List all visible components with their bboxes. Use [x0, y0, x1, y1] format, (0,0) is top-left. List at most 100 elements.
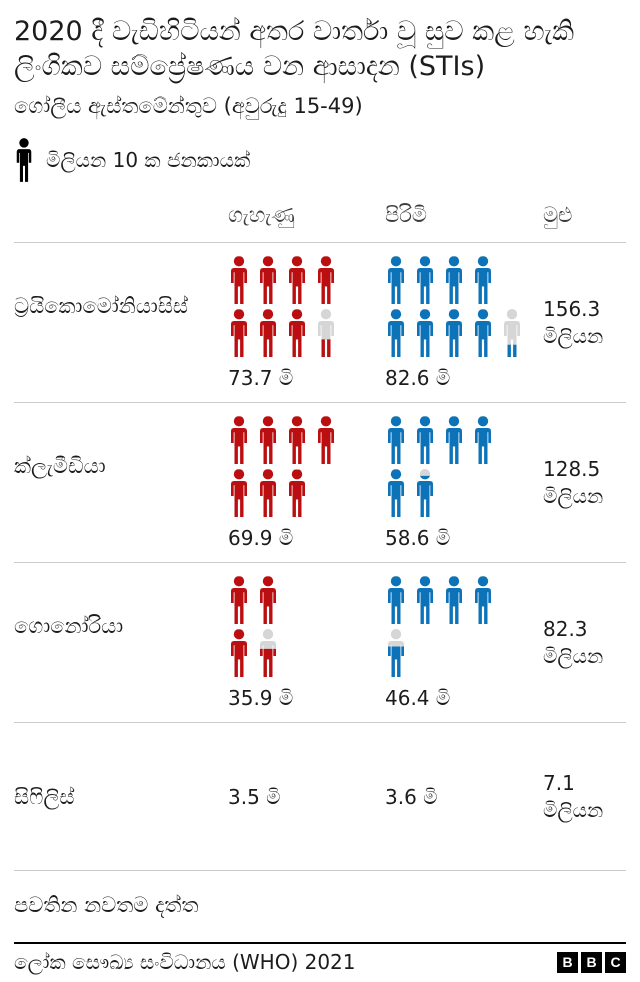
pictogram-icon-row — [228, 309, 385, 358]
pictogram-icon-row — [228, 576, 385, 624]
person-icon — [443, 256, 465, 304]
person-icon — [257, 576, 279, 624]
person-icon — [315, 309, 337, 358]
value-women: 3.5 මි — [228, 785, 281, 810]
value-men: 3.6 මි — [385, 785, 438, 810]
total-number: 82.3 — [543, 617, 588, 642]
row-label: සිෆිලිස් — [14, 784, 75, 809]
pictogram-icon-row — [385, 629, 543, 678]
person-icon — [443, 309, 465, 357]
table-row-trichomoniasis: ට්‍රයිකොමෝනියාසිස් 73.7 මි 82.6 මි 156.3… — [14, 243, 626, 404]
pictogram-icon-row — [228, 256, 385, 304]
person-icon — [228, 469, 250, 517]
pictogram-men — [385, 416, 543, 518]
bbc-logo-letter: B — [581, 951, 602, 973]
value-women: 69.9 මි — [228, 526, 294, 551]
person-icon — [228, 629, 250, 677]
person-icon — [472, 416, 494, 464]
pictogram-men — [385, 256, 543, 358]
row-label: ට්‍රයිකොමෝනියාසිස් — [14, 294, 189, 319]
legend: මිලියන 10 ක ජනකායක් — [14, 137, 626, 183]
source-attribution: ලෝක සෞඛ්‍ය සංවිධානය (WHO) 2021 — [14, 950, 356, 975]
total-number: 128.5 — [543, 457, 601, 482]
pictogram-icon-row — [385, 309, 543, 358]
value-total: 128.5 මිලියන — [543, 456, 626, 510]
person-icon — [472, 576, 494, 624]
person-icon — [414, 469, 436, 518]
person-icon — [385, 416, 407, 464]
legend-label: මිලියන 10 ක ජනකායක් — [46, 148, 251, 173]
total-unit: මිලියන — [543, 324, 604, 349]
person-icon — [414, 576, 436, 624]
pictogram-icon-row — [385, 256, 543, 304]
pictogram-icon-row — [385, 576, 543, 624]
total-unit: මිලියන — [543, 644, 604, 669]
table-header-row: ගැහැණු පිරිමි මුළු — [14, 203, 626, 244]
person-icon — [414, 256, 436, 304]
page-subtitle: ගෝලීය ඇස්තමේන්තුව (අවුරුදු 15-49) — [14, 94, 363, 119]
person-icon — [315, 416, 337, 464]
person-icon — [443, 416, 465, 464]
person-icon — [286, 309, 308, 357]
person-icon — [228, 416, 250, 464]
person-icon — [286, 469, 308, 518]
footer-bar: ලෝක සෞඛ්‍ය සංවිධානය (WHO) 2021 B B C — [14, 942, 626, 982]
person-icon — [228, 256, 250, 304]
row-label: ක්ලැමීඩියා — [14, 454, 106, 479]
person-icon — [257, 309, 279, 357]
total-number: 156.3 — [543, 297, 601, 322]
table-row-gonorrhoea: ගොනෝරියා 35.9 මි 46.4 මි 82.3 මිලියන — [14, 563, 626, 724]
pictogram-icon-row — [228, 629, 385, 678]
person-icon — [414, 309, 436, 357]
total-unit: මිලියන — [543, 798, 604, 823]
person-icon — [228, 576, 250, 624]
pictogram-icon-row — [228, 416, 385, 464]
person-icon — [228, 309, 250, 357]
table-row-syphilis: සිෆිලිස් 3.5 මි 3.6 මි 7.1 මිලියන — [14, 723, 626, 872]
value-men: 46.4 මි — [385, 686, 451, 711]
person-icon — [286, 256, 308, 304]
page-title: 2020 දී වැඩිහිටියන් අතර වාර්තා වූ සුව කළ… — [14, 16, 575, 83]
bbc-logo-letter: B — [557, 951, 578, 973]
value-men: 82.6 මි — [385, 366, 451, 391]
column-header-men: පිරිමි — [385, 203, 427, 228]
person-icon — [385, 469, 407, 517]
person-icon — [472, 256, 494, 304]
pictogram-icon-row — [228, 469, 385, 518]
pictogram-men — [385, 576, 543, 678]
column-header-empty — [14, 203, 228, 228]
pictogram-icon-row — [385, 469, 543, 518]
person-icon — [257, 256, 279, 304]
person-icon — [14, 138, 34, 183]
person-icon — [414, 416, 436, 464]
value-total: 156.3 මිලියන — [543, 296, 626, 350]
person-icon — [257, 629, 279, 678]
pictogram-women — [228, 256, 385, 358]
person-icon — [257, 469, 279, 517]
bbc-logo: B B C — [557, 951, 626, 973]
person-icon — [315, 256, 337, 304]
total-unit: මිලියන — [543, 484, 604, 509]
value-women: 73.7 මි — [228, 366, 294, 391]
value-total: 7.1 මිලියන — [543, 770, 626, 824]
column-header-women: ගැහැණු — [228, 203, 295, 228]
footnote: පවතින නවතම දත්ත — [14, 893, 199, 918]
person-icon — [385, 256, 407, 304]
row-label: ගොනෝරියා — [14, 614, 124, 639]
value-men: 58.6 මි — [385, 526, 451, 551]
person-icon — [501, 309, 523, 358]
pictogram-women — [228, 576, 385, 678]
table-row-chlamydia: ක්ලැමීඩියා 69.9 මි 58.6 මි 128.5 මිලියන — [14, 403, 626, 564]
column-header-total: මුළු — [543, 203, 573, 228]
value-women: 35.9 මි — [228, 686, 294, 711]
person-icon — [385, 576, 407, 624]
person-icon — [472, 309, 494, 357]
person-icon — [286, 416, 308, 464]
bbc-logo-letter: C — [605, 951, 626, 973]
pictogram-women — [228, 416, 385, 518]
person-icon — [443, 576, 465, 624]
value-total: 82.3 මිලියන — [543, 616, 626, 670]
pictogram-icon-row — [385, 416, 543, 464]
person-icon — [385, 309, 407, 357]
